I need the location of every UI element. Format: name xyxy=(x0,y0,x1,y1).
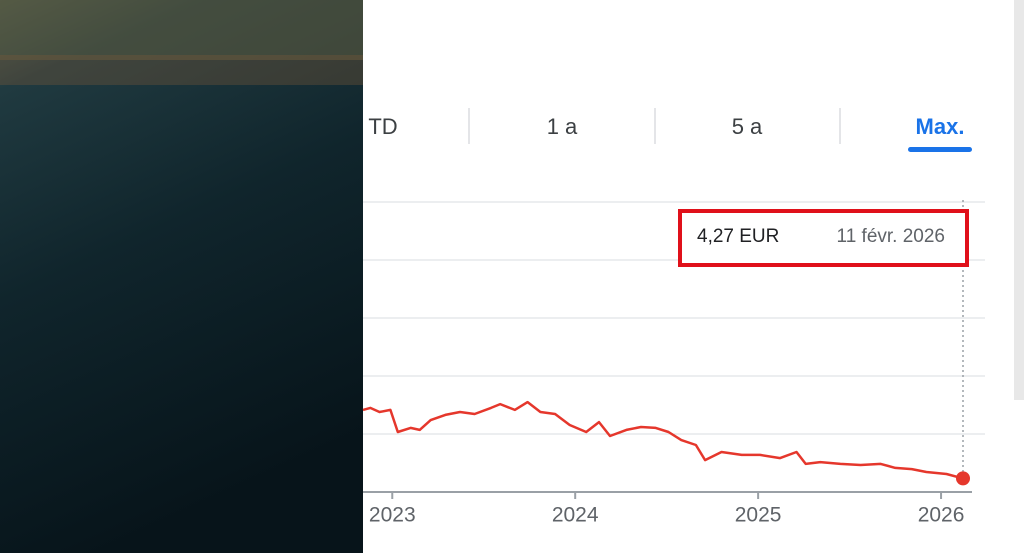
range-tab[interactable]: TD xyxy=(368,114,397,139)
scrollbar xyxy=(1014,0,1024,400)
hover-point xyxy=(956,471,970,486)
x-tick-label: 2026 xyxy=(918,504,965,527)
tooltip-date: 11 févr. 2026 xyxy=(837,226,945,247)
x-tick-label: 2024 xyxy=(552,504,599,527)
range-tab[interactable]: Max. xyxy=(916,114,965,139)
grid xyxy=(363,201,985,435)
pool-ledge xyxy=(0,55,363,85)
tab-separators xyxy=(468,108,841,144)
tooltip-price: 4,27 EUR xyxy=(697,226,779,247)
background-video xyxy=(0,0,363,553)
x-tick-label: 2025 xyxy=(735,504,782,527)
range-tab[interactable]: 1 a xyxy=(547,114,578,139)
tooltip-box xyxy=(678,209,969,267)
x-tick-label: 2023 xyxy=(369,504,416,527)
range-tab[interactable]: 5 a xyxy=(732,114,763,139)
pool-edge xyxy=(0,0,363,60)
tab-underline xyxy=(908,147,972,152)
price-line xyxy=(362,400,964,480)
